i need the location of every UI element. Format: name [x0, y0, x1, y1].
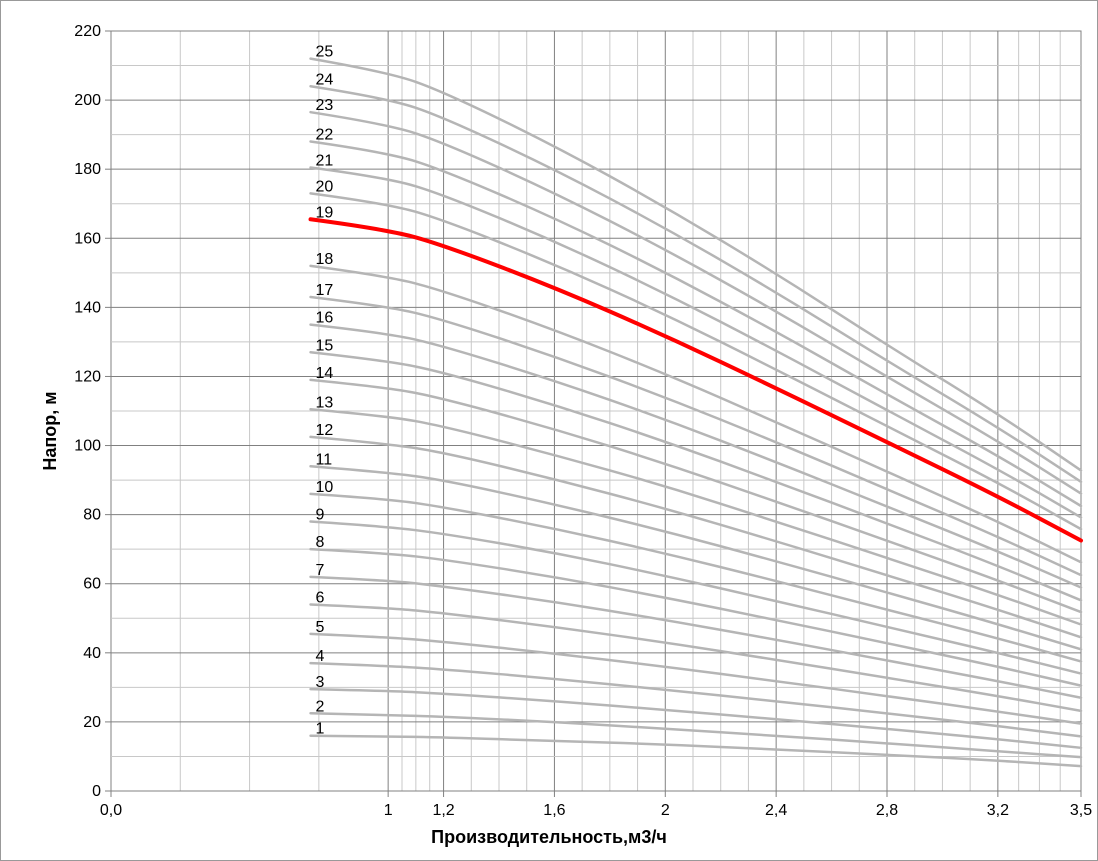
series-label-17: 17	[316, 282, 334, 299]
y-tick-label: 60	[83, 576, 101, 593]
series-label-16: 16	[316, 310, 334, 327]
series-label-25: 25	[316, 44, 334, 61]
series-label-22: 22	[316, 127, 334, 144]
series-label-14: 14	[316, 365, 334, 382]
x-tick-label: 3,2	[987, 802, 1009, 819]
x-tick-label: 1,6	[543, 802, 565, 819]
y-tick-label: 120	[74, 368, 101, 385]
x-tick-label: 2,8	[876, 802, 898, 819]
y-tick-label: 140	[74, 299, 101, 316]
y-tick-label: 160	[74, 230, 101, 247]
series-label-18: 18	[316, 251, 334, 268]
chart-container: 1234567891011121314151617181920212223242…	[0, 0, 1098, 861]
series-label-21: 21	[316, 152, 334, 169]
x-tick-label: 1	[384, 802, 393, 819]
x-tick-label: 2,4	[765, 802, 787, 819]
series-label-15: 15	[316, 337, 334, 354]
x-tick-label: 1,2	[432, 802, 454, 819]
y-tick-label: 180	[74, 161, 101, 178]
x-axis-label: Производительность,м3/ч	[431, 827, 667, 848]
y-tick-label: 200	[74, 92, 101, 109]
series-label-20: 20	[316, 178, 334, 195]
y-tick-label: 0	[92, 783, 101, 800]
x-tick-label: 3,5	[1070, 802, 1092, 819]
y-tick-label: 100	[74, 438, 101, 455]
series-label-23: 23	[316, 97, 334, 114]
x-tick-label: 2	[661, 802, 670, 819]
x-tick-label: 0,0	[100, 802, 122, 819]
y-tick-label: 220	[74, 23, 101, 40]
y-tick-label: 40	[83, 645, 101, 662]
pump-curve-chart: 1234567891011121314151617181920212223242…	[1, 1, 1097, 860]
y-tick-label: 80	[83, 507, 101, 524]
y-tick-label: 20	[83, 714, 101, 731]
y-axis-label: Напор, м	[40, 391, 61, 470]
series-label-24: 24	[316, 71, 334, 88]
